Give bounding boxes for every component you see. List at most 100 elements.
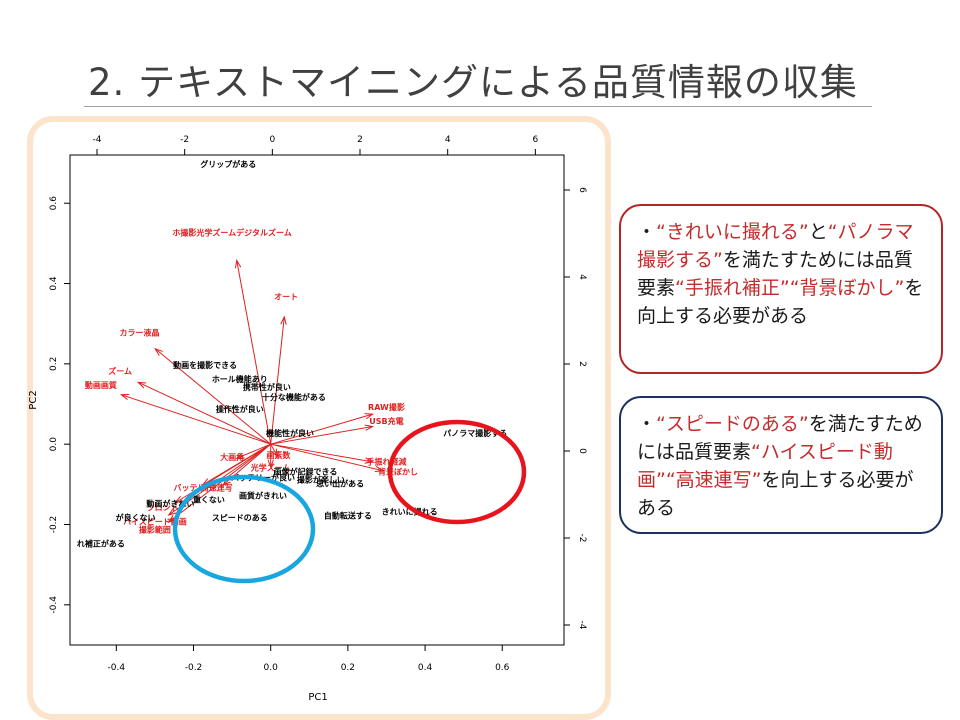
callout-speed: ・“スピードのある”を満たすためには品質要素“ハイスピード動画”“高速連写”を向… [619,396,943,534]
y-tick-label: -0.2 [49,516,59,534]
bullet: ・ [637,221,657,243]
connector-text: と [808,221,828,243]
callout-body: を満たすためには品質要素 [637,249,913,299]
arrow-head [374,465,385,473]
loading-arrows [119,258,385,523]
arrow-head [167,508,177,516]
loading-arrow [270,443,373,463]
loading-arrow [168,443,271,523]
y-tick-label: 0.0 [49,437,59,452]
loading-label: カラー液晶 [119,328,159,338]
highlight-circles [172,419,527,584]
right-tick-label: -4 [577,621,587,630]
top-tick-label: 4 [445,135,451,145]
arrow-head [267,459,274,469]
right-tick-label: 4 [577,274,587,280]
element-burst: “高速連写” [665,469,762,491]
x-tick-label: -0.4 [108,663,126,673]
observation-label: 操作性が良い [216,404,264,414]
x-tick-label: 0.2 [341,663,355,673]
x-tick-label: 0.0 [264,663,279,673]
element-highspeed-video: “ハイスピード動画” [637,441,893,491]
loading-label: ズーム [108,366,132,376]
loading-label: 高速連写 [201,482,233,492]
observation-label: 画質がきれい [239,490,287,500]
requirement-speed: “スピードのある” [656,413,809,435]
observation-label: 重くない [193,494,225,504]
element-stabilization: “手振れ補正” [675,277,790,299]
x-tick-label: 0.4 [418,663,433,673]
loading-label: ホ撮影光学ズームデジタルズーム [172,227,291,237]
loading-arrow [270,316,285,445]
requirement-panorama: “パノラマ撮影する” [637,221,914,271]
callout-conclusion: を向上する必要がある [637,469,914,519]
loading-label: オート [274,293,298,302]
observation-label: が良くない [116,512,156,522]
observation-label: 撮影が楽しい [297,474,345,484]
observation-label: 画像が記録できる [274,466,338,476]
x-axis-bottom: -0.4 -0.2 0.0 0.2 0.4 0.6 [108,645,510,673]
loading-label: 手振れ軽減 [366,456,406,466]
arrow-head [119,393,130,401]
plot-box [69,154,565,646]
loading-label: 背景ぼかし [378,466,418,476]
arrow-head [271,448,279,458]
loading-label: 撮影範囲 [139,525,171,535]
callout-image-quality: ・“きれいに撮れる”と“パノラマ撮影する”を満たすためには品質要素“手振れ補正”… [619,204,943,374]
arrow-head [235,452,245,459]
observation-label: グリップがある [200,159,256,169]
observation-label: 十分な機能がある [262,392,326,402]
y-tick-label: 0.6 [49,196,59,211]
title-divider [84,106,872,107]
arrow-head [364,424,375,431]
right-tick-label: -2 [577,534,587,543]
arrow-head [174,495,184,504]
loading-label: ハイスピード動画 [123,517,187,527]
callout-body: を満たすためには品質要素 [637,413,923,463]
observation-label: 動画を撮影できる [173,360,237,370]
y-axis-label: PC2 [28,390,39,409]
y-axis-right: -4 -2 0 2 4 6 [564,187,587,630]
observation-label: ホール機能あり [212,374,268,384]
top-tick-label: 6 [532,135,538,145]
observation-label: スピードのある [212,512,268,522]
right-tick-label: 2 [577,361,587,367]
loading-label: RAW撮影 [368,402,405,412]
observation-label: 思い出がある [316,478,364,488]
loading-arrow [270,426,373,445]
y-tick-label: 0.4 [49,276,59,291]
x-tick-label: 0.6 [495,663,510,673]
x-axis-top: -4 -2 0 2 4 6 [93,135,538,155]
loading-label: 動画画質 [85,380,117,390]
observation-label: 携帯性が良い [243,382,291,392]
observation-label: 機能性が良い [266,428,314,438]
right-tick-label: 6 [577,187,587,193]
loading-label: バッテリー [174,483,214,492]
arrow-head [364,457,375,464]
observation-label: 動画がきれい [146,498,194,508]
bullet: ・ [637,413,657,435]
loading-arrow [270,413,373,445]
arrow-head [136,381,147,389]
loading-arrow [121,394,271,445]
loading-arrow [270,443,278,457]
slide-title: 2. テキストマイニングによる品質情報の収集 [88,61,858,104]
highlight-circle-red [387,419,527,525]
top-tick-label: -2 [180,135,189,145]
loading-label: 大画角 [220,452,244,462]
element-bokeh: “背景ぼかし” [789,277,905,299]
callout-conclusion: を向上する必要がある [637,277,924,327]
loading-arrow [270,443,383,472]
requirement-kirei: “きれいに撮れる” [656,221,809,243]
highlight-circle-blue [172,474,316,584]
loading-label: USB充電 [369,416,403,426]
y-tick-label: 0.2 [49,357,59,371]
observation-label: れ補正がある [77,539,125,549]
loading-label: フロント [147,503,179,512]
loading-arrow [138,381,271,445]
top-tick-label: 2 [357,135,363,145]
x-axis-label: PC1 [308,692,327,703]
loading-label: 画素数 [266,450,291,460]
